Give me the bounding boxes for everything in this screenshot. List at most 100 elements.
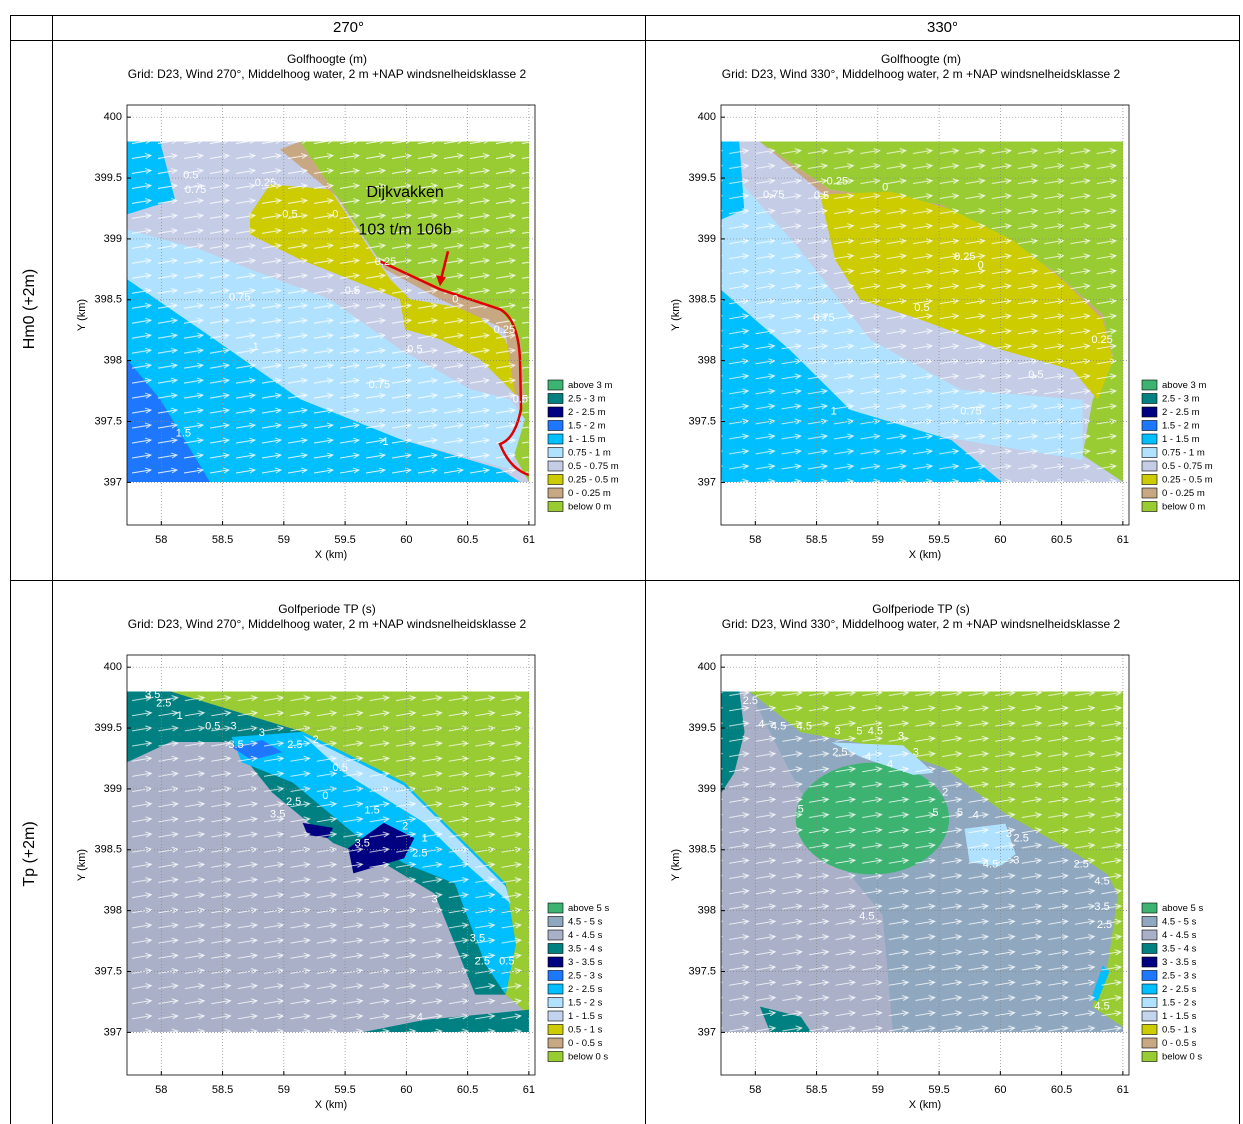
axes-frame	[126, 104, 536, 526]
y-tick-label: 397.5	[688, 415, 716, 427]
x-tick-label: 60.5	[1051, 534, 1072, 546]
plot-subtitle: Grid: D23, Wind 270°, Middelhoog water, …	[128, 617, 527, 631]
y-tick-label: 398.5	[94, 294, 122, 306]
contour-label: 4.5	[797, 721, 812, 733]
contour-label: 0.5	[205, 721, 220, 733]
x-tick-label: 60	[400, 1084, 412, 1096]
contour-label: 0.5	[333, 762, 348, 774]
legend-swatch	[1141, 997, 1158, 1008]
x-tick-label: 59.5	[334, 534, 355, 546]
legend-swatch	[547, 474, 564, 485]
legend-label: 2.5 - 3 m	[568, 394, 606, 405]
contour-label: 0.75	[185, 184, 206, 196]
legend-swatch	[1141, 447, 1158, 458]
y-tick-label: 398.5	[688, 294, 716, 306]
x-axis-label: X (km)	[909, 549, 941, 561]
legend-label: 4 - 4.5 s	[568, 930, 603, 941]
y-tick-label: 398	[104, 355, 122, 367]
legend-label: 1 - 1.5 s	[568, 1011, 603, 1022]
border	[10, 15, 1240, 16]
contour-label: 2	[313, 734, 319, 746]
y-tick-label: 397	[698, 1026, 716, 1038]
legend-swatch	[1141, 916, 1158, 927]
legend-swatch	[547, 943, 564, 954]
x-tick-label: 61	[1117, 534, 1129, 546]
contour-label: 2.5	[832, 746, 847, 758]
y-tick-label: 400	[104, 111, 122, 123]
contour-label: 0.75	[369, 379, 390, 391]
legend-swatch	[1141, 902, 1158, 914]
x-tick-label: 61	[1117, 1084, 1129, 1096]
legend-swatch	[1141, 1051, 1158, 1062]
contour-label: 0.25	[375, 256, 396, 268]
legend-swatch	[1141, 929, 1158, 941]
legend-swatch	[547, 460, 564, 472]
column-header: 270°	[332, 19, 365, 36]
contour-label: 1	[422, 833, 428, 845]
plot: Golfperiode TP (s)Grid: D23, Wind 330°, …	[670, 602, 1204, 1111]
x-tick-label: 59	[278, 1084, 290, 1096]
legend-label: 2 - 2.5 s	[1162, 984, 1197, 995]
legend-swatch	[1141, 393, 1158, 404]
x-axis-label: X (km)	[315, 549, 347, 561]
contour-label: 0	[452, 294, 458, 306]
plot-title: Golfhoogte (m)	[287, 52, 367, 66]
legend-swatch	[547, 420, 564, 431]
legend-swatch	[547, 379, 564, 391]
legend-swatch	[547, 970, 564, 981]
contour-label: 3.5	[145, 689, 160, 701]
border	[10, 40, 1240, 41]
column-header: 330°	[926, 19, 959, 36]
contour-label: 4.5	[771, 721, 786, 733]
y-tick-label: 398	[698, 905, 716, 917]
x-tick-label: 60.5	[457, 534, 478, 546]
legend-label: below 0 m	[568, 502, 611, 513]
contour-label: 2.5	[1014, 833, 1029, 845]
contour-label: 1.5	[176, 428, 191, 440]
y-tick-label: 397	[698, 476, 716, 488]
legend-label: above 5 s	[1162, 903, 1203, 914]
contour-label: 4.5	[983, 858, 998, 870]
legend-label: 2.5 - 3 s	[568, 971, 603, 982]
legend-label: 1 - 1.5 m	[568, 434, 606, 445]
contour-label: 3	[1013, 855, 1019, 867]
legend-label: 1.5 - 2 s	[1162, 998, 1197, 1009]
legend-swatch	[1141, 433, 1158, 445]
legend-label: 0.5 - 0.75 m	[1162, 461, 1213, 472]
contour-label: 3.5	[228, 739, 243, 751]
legend-label: 0.5 - 1 s	[568, 1025, 603, 1036]
contour-label: 4	[865, 751, 871, 763]
x-tick-label: 58	[155, 1084, 167, 1096]
contour-label: 0	[882, 182, 888, 194]
x-axis-label: X (km)	[909, 1099, 941, 1111]
contour-label: 0.75	[763, 189, 784, 201]
border	[645, 15, 646, 1124]
legend-label: 0.5 - 0.75 m	[568, 461, 619, 472]
plot-subtitle: Grid: D23, Wind 330°, Middelhoog water, …	[722, 67, 1121, 81]
contour-label: 0.25	[1091, 334, 1112, 346]
legend-label: 0.25 - 0.5 m	[568, 475, 619, 486]
x-tick-label: 60.5	[457, 1084, 478, 1096]
y-tick-label: 399.5	[94, 722, 122, 734]
y-tick-label: 397.5	[688, 965, 716, 977]
plot-title: Golfhoogte (m)	[881, 52, 961, 66]
legend-label: below 0 s	[568, 1052, 608, 1063]
legend-label: 0 - 0.25 m	[1162, 488, 1205, 499]
contour-label: 5	[957, 807, 963, 819]
y-tick-label: 398	[104, 905, 122, 917]
legend-label: 3 - 3.5 s	[568, 957, 603, 968]
legend-swatch	[547, 1024, 564, 1035]
contour-label: 4	[887, 758, 893, 770]
contour-label: 0.5	[183, 170, 198, 182]
contour-label: 2.5	[156, 698, 171, 710]
row-header: Tp (+2m)	[21, 821, 38, 887]
x-tick-label: 59.5	[928, 1084, 949, 1096]
annotation: 103 t/m 106b	[358, 222, 452, 239]
legend-swatch	[1141, 460, 1158, 472]
legend-swatch	[1141, 1010, 1158, 1022]
contour-label: 3	[431, 894, 437, 906]
legend-swatch	[547, 447, 564, 458]
legend-swatch	[547, 433, 564, 445]
contour-label: 4	[417, 1012, 423, 1024]
annotation: Dijkvakken	[366, 184, 443, 201]
